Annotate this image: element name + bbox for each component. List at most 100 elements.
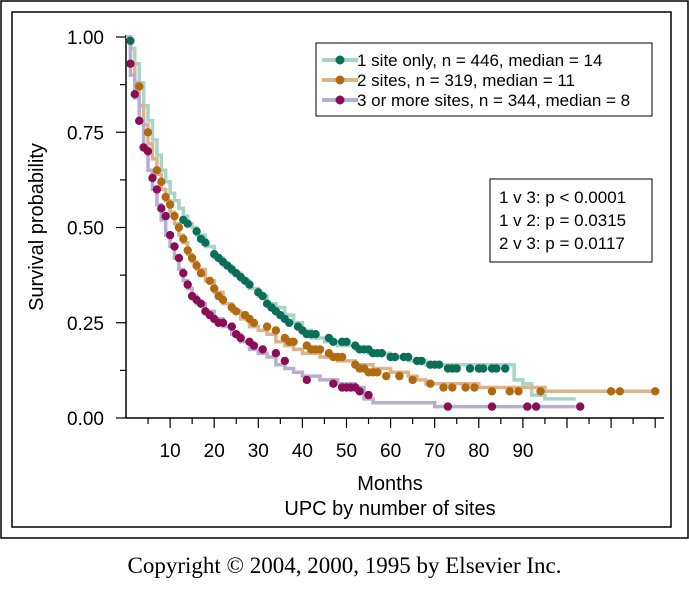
series-2-marker xyxy=(514,387,523,396)
legend: 1 site only, n = 446, median = 142 sites… xyxy=(315,42,653,117)
series-3-marker xyxy=(280,356,289,366)
series-2-marker xyxy=(271,326,281,335)
series-1-marker xyxy=(492,364,501,373)
y-axis-title: Survival probability xyxy=(26,143,48,311)
series-1-marker xyxy=(245,280,254,289)
series-3-marker xyxy=(487,402,497,411)
x-tick-label: 90 xyxy=(512,441,533,462)
series-2-marker xyxy=(615,387,625,396)
series-2-marker xyxy=(426,379,435,388)
x-tick-label: 50 xyxy=(336,441,357,462)
pvalue-1v2: 1 v 2: p = 0.0315 xyxy=(499,211,626,230)
series-2-marker xyxy=(439,383,448,392)
series-3-marker xyxy=(271,349,281,358)
series-2-marker xyxy=(196,269,206,278)
series-1-marker xyxy=(258,291,267,301)
plot-area: 0.00 0.25 0.50 0.75 1.00 10 20 30 40 50 60 70 80 90 xyxy=(67,28,664,462)
series-3-marker xyxy=(135,116,144,126)
series-1-marker xyxy=(465,364,475,373)
x-tick-label: 40 xyxy=(292,441,313,462)
series-2-marker xyxy=(170,211,179,221)
series-2-marker xyxy=(262,322,272,331)
series-2-marker xyxy=(408,375,417,385)
series-2-marker xyxy=(373,368,382,377)
series-1-marker xyxy=(417,356,426,366)
series-3-marker xyxy=(531,402,541,411)
series-3-marker xyxy=(170,242,179,251)
series-1-marker xyxy=(377,349,386,358)
series-2-marker xyxy=(165,200,175,209)
series-1-marker xyxy=(311,330,320,339)
series-3-marker xyxy=(443,402,453,411)
series-3-marker xyxy=(523,402,532,411)
series-2-marker xyxy=(249,318,259,327)
series-1-marker xyxy=(390,352,400,362)
x-tick-label: 30 xyxy=(248,441,269,462)
series-2-marker xyxy=(337,352,347,362)
series-1-marker xyxy=(192,227,201,236)
series-2-marker xyxy=(395,371,404,381)
series-2-marker xyxy=(179,234,188,244)
series-1-marker xyxy=(201,238,210,247)
series-2-marker xyxy=(183,246,192,255)
series-2-marker xyxy=(289,337,298,346)
series-1-marker xyxy=(329,337,338,346)
series-2-marker xyxy=(651,387,660,396)
series-2-marker xyxy=(382,371,391,381)
series-3-marker xyxy=(165,230,175,240)
series-2-marker xyxy=(218,295,228,305)
series-3-marker xyxy=(143,147,153,156)
series-2-marker xyxy=(152,166,162,175)
pvalue-box: 1 v 3: p < 0.0001 1 v 2: p = 0.0315 2 v … xyxy=(489,178,653,263)
series-2-marker xyxy=(157,177,166,186)
series-2-marker xyxy=(315,345,325,354)
legend-label-3: 3 or more sites, n = 344, median = 8 xyxy=(357,91,630,110)
series-3-marker xyxy=(576,402,585,411)
legend-swatch-marker-3 xyxy=(335,95,345,105)
legend-label-1: 1 site only, n = 446, median = 14 xyxy=(357,51,602,70)
series-3-marker xyxy=(236,333,245,343)
series-3-marker xyxy=(157,204,166,213)
series-2-marker xyxy=(461,383,470,392)
y-tick-label: 0.75 xyxy=(67,123,104,144)
series-3-marker xyxy=(126,59,135,68)
series-3-marker xyxy=(364,390,373,400)
series-3-marker xyxy=(152,185,162,194)
series-3-marker xyxy=(196,299,206,308)
y-tick-label: 1.00 xyxy=(67,28,104,49)
series-3-marker xyxy=(249,341,259,350)
series-1-marker xyxy=(479,364,488,373)
series-2-marker xyxy=(192,261,201,270)
legend-label-2: 2 sites, n = 319, median = 11 xyxy=(357,71,575,90)
series-1-marker xyxy=(452,364,461,373)
x-tick-label: 60 xyxy=(380,441,401,462)
series-3-marker xyxy=(148,173,157,183)
series-1-marker xyxy=(183,219,192,228)
x-tick-label: 20 xyxy=(204,441,225,462)
series-1-marker xyxy=(342,337,351,346)
series-3-marker xyxy=(355,387,364,396)
series-3-marker xyxy=(161,211,170,221)
series-2-marker xyxy=(470,383,479,392)
series-1-marker xyxy=(501,364,510,373)
series-1-marker xyxy=(434,360,444,369)
y-tick-label: 0.00 xyxy=(67,409,104,430)
series-3-marker xyxy=(130,90,139,99)
series-2-marker xyxy=(205,276,214,285)
series-2-marker xyxy=(135,82,144,91)
copyright-notice: Copyright © 2004, 2000, 1995 by Elsevier… xyxy=(127,553,562,578)
x-tick-label: 80 xyxy=(468,441,489,462)
series-2-marker xyxy=(143,128,153,137)
series-1-marker xyxy=(404,352,413,362)
outer-border xyxy=(0,0,689,539)
x-tick-label: 10 xyxy=(160,441,181,462)
series-3-marker xyxy=(174,253,184,263)
x-axis-title: Months xyxy=(357,473,423,495)
legend-swatch-marker-1 xyxy=(335,55,345,65)
series-3-marker xyxy=(183,280,192,289)
series-2-marker xyxy=(487,387,497,396)
series-2-marker xyxy=(210,284,219,293)
series-2-marker xyxy=(448,383,457,392)
series-3-marker xyxy=(227,322,236,331)
